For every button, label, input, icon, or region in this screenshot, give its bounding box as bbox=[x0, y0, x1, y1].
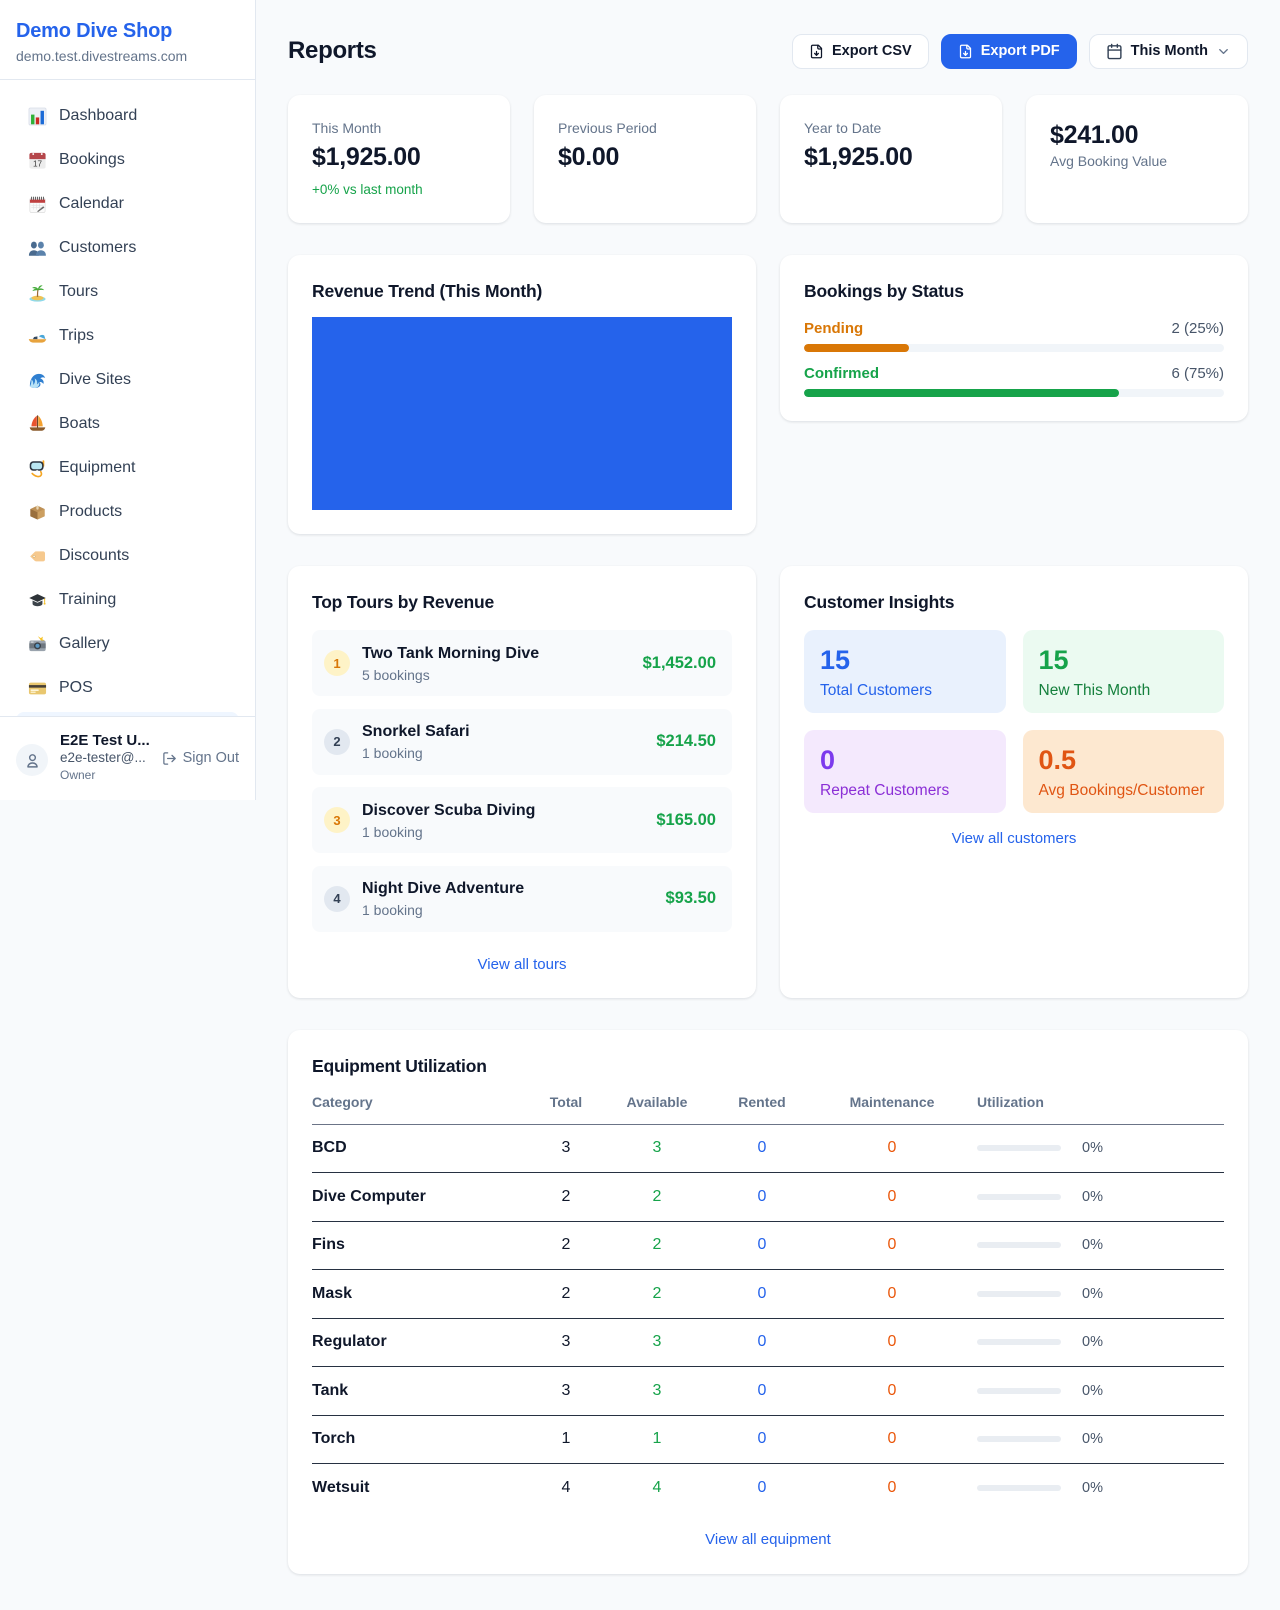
svg-text:17: 17 bbox=[33, 159, 43, 168]
